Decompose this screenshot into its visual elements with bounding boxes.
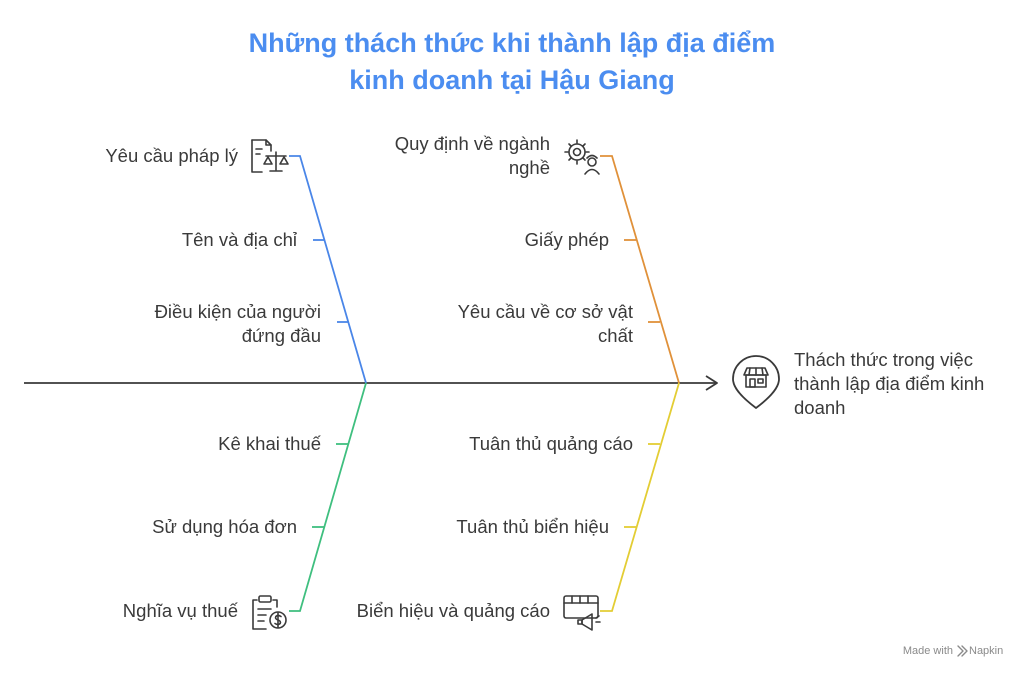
cause-legal-2-line-1: Điều kiện của người [155, 301, 321, 322]
spine-arrowhead [705, 375, 718, 391]
category-industry-label-line-1: Quy định về ngành [395, 133, 550, 154]
cause-industry-2-line-2: chất [598, 325, 633, 346]
effect-label-line-3: doanh [794, 397, 845, 418]
tax-clipboard-icon [252, 595, 287, 630]
category-signage-label: Biển hiệu và quảng cáo [357, 600, 550, 621]
cause-tax-1: Kê khai thuế [218, 433, 322, 454]
bone-legal [289, 155, 367, 384]
legal-document-scale-icon [251, 139, 289, 173]
napkin-logo-icon [957, 645, 968, 657]
cause-legal-1: Tên và địa chỉ [182, 229, 297, 250]
cause-tax-2: Sử dụng hóa đơn [152, 516, 297, 537]
cause-signage-2: Tuân thủ biển hiệu [456, 516, 609, 537]
diagram-title-line-1: Những thách thức khi thành lập địa điểm [249, 28, 776, 58]
category-tax-label: Nghĩa vụ thuế [123, 600, 239, 621]
bone-industry [600, 155, 680, 384]
diagram-title-line-2: kinh doanh tại Hậu Giang [349, 65, 675, 95]
gear-worker-icon [564, 139, 600, 175]
bone-tax [289, 382, 367, 612]
effect-label-line-2: thành lập địa điểm kinh [794, 373, 984, 394]
cause-industry-1: Giấy phép [525, 229, 609, 250]
bone-signage [600, 382, 680, 612]
store-location-icon [732, 355, 780, 409]
cause-industry-2-line-1: Yêu cầu về cơ sở vật [458, 301, 633, 322]
category-legal-label: Yêu cầu pháp lý [105, 145, 238, 166]
watermark-brand: Napkin [969, 645, 1003, 657]
billboard-megaphone-icon [563, 595, 601, 631]
watermark-prefix: Made with [903, 645, 953, 657]
effect-label-line-1: Thách thức trong việc [794, 349, 973, 370]
category-industry-label-line-2: nghề [509, 157, 550, 178]
cause-signage-1: Tuân thủ quảng cáo [469, 433, 633, 454]
cause-legal-2-line-2: đứng đầu [242, 325, 321, 346]
